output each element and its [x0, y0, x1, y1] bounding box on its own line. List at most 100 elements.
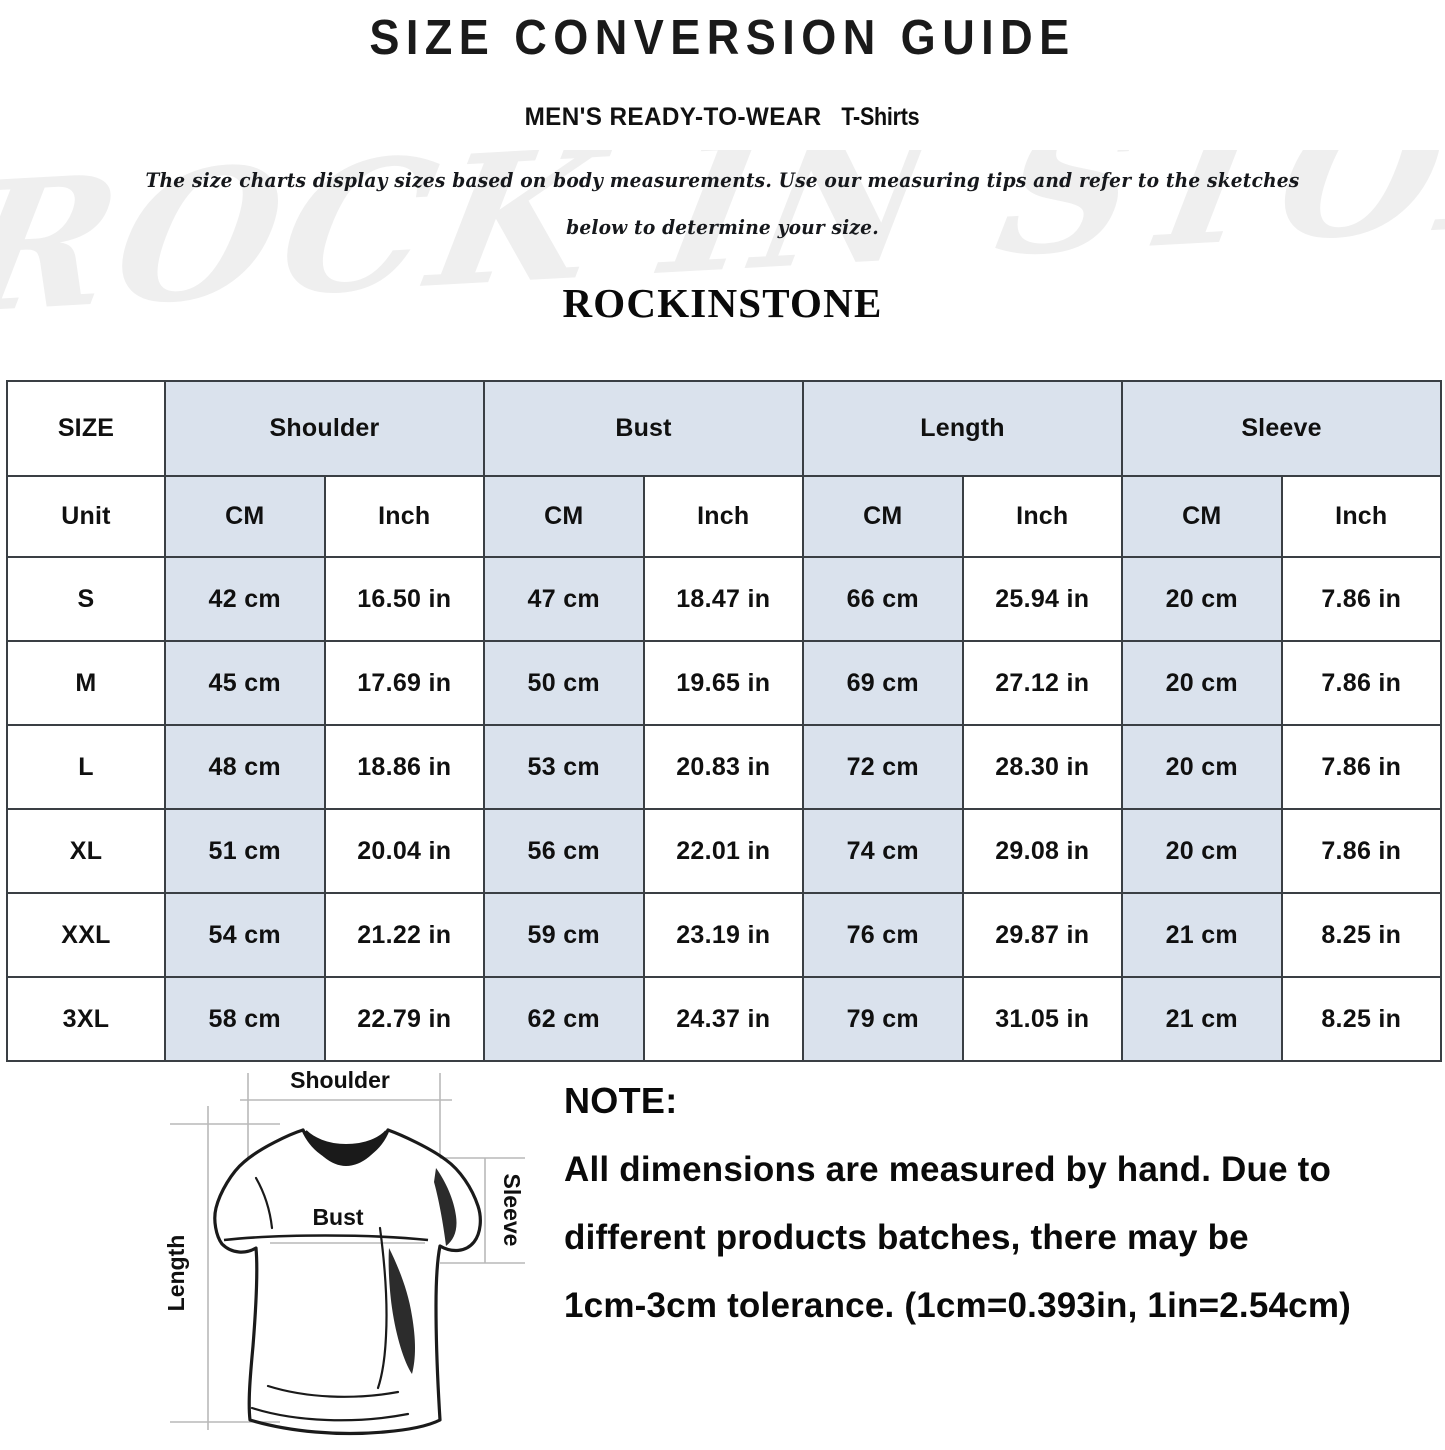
sketch-label-sleeve: Sleeve [499, 1174, 525, 1247]
table-body: S 42 cm 16.50 in 47 cm 18.47 in 66 cm 25.94 in… [6, 556, 1443, 1062]
table-group-header-row: SIZE Shoulder Bust Length Sleeve [6, 380, 1443, 477]
subtitle-category: MEN'S READY-TO-WEAR [524, 103, 822, 131]
bottom-section: Shoulder Bust Sleeve Length NOTE: All di… [0, 1050, 1445, 1445]
header-unit: Unit [6, 475, 166, 558]
cell-measurement: 7.86 in [1280, 724, 1443, 810]
cell-measurement: 72 cm [802, 724, 964, 810]
cell-size: L [6, 724, 166, 810]
cell-measurement: 7.86 in [1280, 640, 1443, 726]
cell-measurement: 18.47 in [642, 556, 805, 642]
cell-measurement: 66 cm [802, 556, 964, 642]
cell-measurement: 58 cm [164, 976, 326, 1062]
cell-measurement: 16.50 in [323, 556, 485, 642]
cell-measurement: 42 cm [164, 556, 326, 642]
size-conversion-table: SIZE Shoulder Bust Length Sleeve Unit CM… [6, 380, 1443, 1062]
cell-measurement: 7.86 in [1280, 556, 1443, 642]
header-unit-shoulder-cm: CM [164, 475, 326, 558]
table-row: XL 51 cm 20.04 in 56 cm 22.01 in 74 cm 29.08 i… [6, 808, 1443, 894]
note-block: NOTE: All dimensions are measured by han… [564, 1080, 1414, 1326]
cell-measurement: 24.37 in [642, 976, 805, 1062]
cell-size: 3XL [6, 976, 166, 1062]
cell-measurement: 79 cm [802, 976, 964, 1062]
table-row: 3XL 58 cm 22.79 in 62 cm 24.37 in 79 cm 31.05 … [6, 976, 1443, 1062]
table-row: XXL 54 cm 21.22 in 59 cm 23.19 in 76 cm 29.87 … [6, 892, 1443, 978]
cell-measurement: 20 cm [1121, 640, 1283, 726]
cell-measurement: 50 cm [483, 640, 645, 726]
cell-measurement: 74 cm [802, 808, 964, 894]
cell-measurement: 56 cm [483, 808, 645, 894]
cell-measurement: 23.19 in [642, 892, 805, 978]
cell-measurement: 22.01 in [642, 808, 805, 894]
header-unit-length-inch: Inch [961, 475, 1124, 558]
header-group-shoulder: Shoulder [164, 380, 485, 477]
cell-size: XL [6, 808, 166, 894]
header-size: SIZE [6, 380, 166, 477]
cell-measurement: 17.69 in [323, 640, 485, 726]
page-title: SIZE CONVERSION GUIDE [369, 11, 1076, 65]
collar-shape [305, 1130, 387, 1167]
subtitle-product-type: T-Shirts [841, 103, 920, 131]
cell-measurement: 69 cm [802, 640, 964, 726]
header-group-length: Length [802, 380, 1124, 477]
header: SIZE CONVERSION GUIDE MEN'S READY-TO-WEA… [0, 0, 1445, 327]
note-line-3: 1cm-3cm tolerance. (1cm=0.393in, 1in=2.5… [564, 1286, 1352, 1325]
cell-measurement: 7.86 in [1280, 808, 1443, 894]
header-unit-shoulder-inch: Inch [323, 475, 485, 558]
note-title: NOTE: [564, 1080, 678, 1121]
cell-measurement: 76 cm [802, 892, 964, 978]
cell-measurement: 8.25 in [1280, 892, 1443, 978]
sketch-label-bust: Bust [312, 1204, 363, 1230]
header-group-bust: Bust [482, 380, 805, 477]
description-line-2: below to determine your size. [566, 215, 879, 239]
cell-measurement: 51 cm [164, 808, 326, 894]
note-line-1: All dimensions are measured by hand. Due… [564, 1150, 1332, 1189]
table-unit-header-row: Unit CM Inch CM Inch CM Inch CM Inch [6, 475, 1443, 558]
table-row: L 48 cm 18.86 in 53 cm 20.83 in 72 cm 28.30 in… [6, 724, 1443, 810]
tshirt-measurement-diagram: Shoulder Bust Sleeve Length [140, 1058, 550, 1445]
cell-measurement: 20.04 in [323, 808, 485, 894]
cell-measurement: 21 cm [1121, 976, 1283, 1062]
cell-measurement: 20 cm [1121, 808, 1283, 894]
table-row: S 42 cm 16.50 in 47 cm 18.47 in 66 cm 25.94 in… [6, 556, 1443, 642]
header-unit-sleeve-inch: Inch [1280, 475, 1443, 558]
cell-size: S [6, 556, 166, 642]
cell-measurement: 27.12 in [961, 640, 1124, 726]
cell-measurement: 54 cm [164, 892, 326, 978]
cell-measurement: 18.86 in [323, 724, 485, 810]
cell-measurement: 20 cm [1121, 556, 1283, 642]
cell-size: XXL [6, 892, 166, 978]
cell-measurement: 31.05 in [961, 976, 1124, 1062]
cell-measurement: 45 cm [164, 640, 326, 726]
cell-measurement: 21.22 in [323, 892, 485, 978]
cell-measurement: 53 cm [483, 724, 645, 810]
sketch-label-length: Length [163, 1235, 189, 1312]
cell-measurement: 29.87 in [961, 892, 1124, 978]
header-unit-bust-inch: Inch [642, 475, 805, 558]
cell-measurement: 48 cm [164, 724, 326, 810]
cell-measurement: 22.79 in [323, 976, 485, 1062]
cell-measurement: 21 cm [1121, 892, 1283, 978]
cell-measurement: 29.08 in [961, 808, 1124, 894]
cell-measurement: 20.83 in [642, 724, 805, 810]
table-row: M 45 cm 17.69 in 50 cm 19.65 in 69 cm 27.12 in… [6, 640, 1443, 726]
cell-measurement: 59 cm [483, 892, 645, 978]
subtitle: MEN'S READY-TO-WEAR T-Shirts [0, 105, 1445, 130]
cell-measurement: 47 cm [483, 556, 645, 642]
cell-measurement: 19.65 in [642, 640, 805, 726]
note-line-2: different products batches, there may be [564, 1218, 1249, 1257]
header-unit-length-cm: CM [802, 475, 964, 558]
cell-measurement: 28.30 in [961, 724, 1124, 810]
tshirt-icon: Shoulder Bust Sleeve Length [163, 1067, 525, 1436]
cell-measurement: 62 cm [483, 976, 645, 1062]
brand-name: ROCKINSTONE [562, 280, 883, 326]
cell-measurement: 25.94 in [961, 556, 1124, 642]
size-table-container: SIZE Shoulder Bust Length Sleeve Unit CM… [6, 380, 1443, 1062]
header-unit-sleeve-cm: CM [1121, 475, 1283, 558]
sketch-label-shoulder: Shoulder [290, 1067, 390, 1093]
cell-measurement: 8.25 in [1280, 976, 1443, 1062]
description-line-1: The size charts display sizes based on b… [145, 168, 1300, 192]
cell-measurement: 20 cm [1121, 724, 1283, 810]
table-head: SIZE Shoulder Bust Length Sleeve Unit CM… [6, 380, 1443, 558]
cell-size: M [6, 640, 166, 726]
header-group-sleeve: Sleeve [1121, 380, 1443, 477]
